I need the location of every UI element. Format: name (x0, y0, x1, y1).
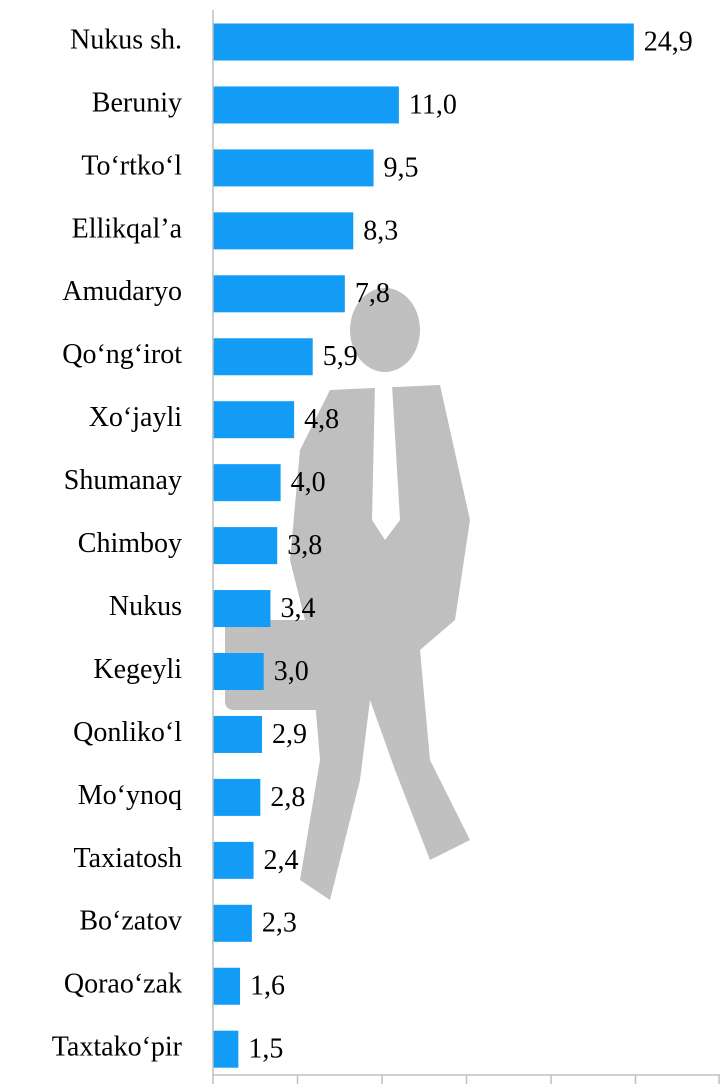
bar (213, 841, 254, 879)
value-label: 4,0 (291, 467, 326, 498)
value-label: 24,9 (644, 26, 693, 57)
bar (213, 778, 261, 816)
value-label: 2,8 (270, 782, 305, 813)
bar (213, 590, 271, 628)
category-label: Nukus sh. (70, 24, 182, 55)
value-label: 9,5 (384, 152, 419, 183)
value-label: 7,8 (355, 278, 390, 309)
value-label: 3,4 (280, 593, 315, 624)
category-label: Taxiatosh (74, 843, 182, 874)
value-label: 2,9 (272, 719, 307, 750)
value-label: 2,3 (262, 908, 297, 939)
bar (213, 149, 374, 187)
bar (213, 86, 399, 124)
category-label: To‘rtko‘l (81, 150, 182, 181)
category-label: Mo‘ynoq (78, 780, 182, 811)
value-label: 5,9 (323, 341, 358, 372)
category-label: Ellikqal’a (72, 213, 183, 244)
category-label: Taxtako‘pir (52, 1032, 183, 1063)
category-label: Chimboy (78, 528, 182, 559)
bar (213, 1030, 239, 1068)
bar (213, 212, 354, 250)
bar (213, 904, 252, 942)
value-label: 4,8 (304, 404, 339, 435)
category-label: Bo‘zatov (79, 906, 182, 937)
category-label: Xo‘jayli (89, 402, 183, 433)
value-label: 11,0 (409, 89, 457, 120)
bar (213, 275, 345, 313)
bar (213, 715, 263, 753)
value-label: 1,5 (248, 1034, 283, 1065)
category-label: Qorao‘zak (64, 969, 182, 1000)
category-label: Shumanay (64, 465, 182, 496)
category-label: Qonliko‘l (73, 717, 182, 748)
bar (213, 464, 281, 502)
category-label: Kegeyli (93, 654, 182, 685)
bar (213, 527, 278, 565)
bar (213, 23, 634, 61)
value-label: 3,8 (287, 530, 322, 561)
bar (213, 653, 264, 690)
value-label: 1,6 (250, 971, 285, 1002)
bar (213, 338, 313, 376)
category-label: Amudaryo (62, 276, 182, 307)
value-label: 8,3 (363, 215, 398, 246)
value-label: 3,0 (274, 656, 309, 687)
category-label: Qo‘ng‘irot (62, 339, 182, 370)
category-label: Nukus (109, 591, 182, 622)
bar (213, 967, 241, 1005)
bar (213, 401, 295, 439)
category-label: Beruniy (92, 87, 182, 118)
value-label: 2,4 (264, 845, 299, 876)
